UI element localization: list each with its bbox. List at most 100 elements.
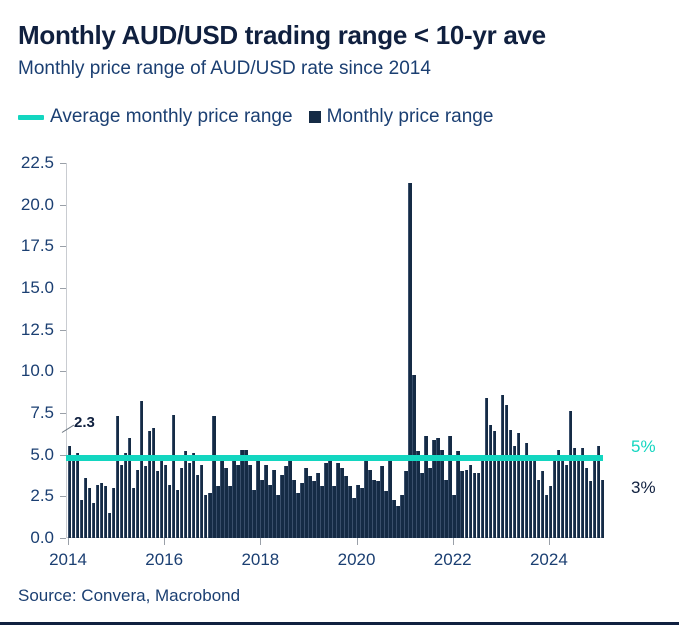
x-axis-tick-mark xyxy=(68,538,69,545)
bar xyxy=(404,471,408,538)
y-axis-tick-label: 2.5 xyxy=(30,486,54,506)
bar xyxy=(420,473,424,538)
chart-subtitle: Monthly price range of AUD/USD rate sinc… xyxy=(18,58,431,79)
plot-area: 0.0 2.5 5.0 7.5 10.0 12.5 15.0 17.5 20.0 22.5 201… xyxy=(21,153,605,569)
y-axis-tick-label: 0.0 xyxy=(30,528,54,547)
y-axis-tick-mark xyxy=(60,454,66,456)
bar xyxy=(400,494,404,538)
bar xyxy=(304,468,308,538)
bar xyxy=(248,464,252,538)
bar xyxy=(284,466,288,538)
y-axis-tick-label: 15.0 xyxy=(20,278,54,297)
bar xyxy=(356,484,360,538)
y-axis-tick-mark xyxy=(60,496,66,498)
x-axis-tick-mark xyxy=(260,538,262,545)
bar xyxy=(364,454,368,538)
bar xyxy=(236,464,240,538)
bar xyxy=(396,506,400,538)
legend-label-average: Average monthly price range xyxy=(50,106,293,127)
bar xyxy=(147,431,152,538)
bar xyxy=(115,416,120,538)
bar xyxy=(280,474,284,538)
x-axis-tick-mark xyxy=(356,538,358,545)
chart-legend: Average monthly price range Monthly pric… xyxy=(18,106,495,128)
annotation-first-value: 2.3 xyxy=(74,414,95,431)
bar xyxy=(544,494,549,538)
legend-square-marker-icon xyxy=(308,111,321,123)
x-axis-tick-label: 2020 xyxy=(337,550,376,569)
bar xyxy=(244,449,248,538)
bar xyxy=(292,479,296,538)
bar xyxy=(135,469,140,538)
bar xyxy=(540,471,545,538)
bar xyxy=(444,479,448,538)
x-axis-tick-mark xyxy=(452,538,454,545)
bar xyxy=(312,481,316,538)
bar xyxy=(87,488,92,538)
bar xyxy=(83,478,88,538)
bar xyxy=(151,428,156,538)
bar xyxy=(596,446,601,538)
y-axis-tick-mark xyxy=(60,371,66,373)
bar xyxy=(428,468,432,538)
bar xyxy=(328,454,332,538)
bar xyxy=(340,468,344,538)
bar xyxy=(548,486,553,538)
x-axis-tick-label: 2016 xyxy=(145,550,184,569)
bar xyxy=(111,488,116,538)
bar xyxy=(576,459,581,538)
y-axis-tick-mark xyxy=(60,538,66,539)
x-axis-tick-mark xyxy=(548,538,550,545)
bar xyxy=(532,454,537,538)
bar xyxy=(536,479,541,538)
bar xyxy=(368,469,372,538)
bar xyxy=(260,479,264,538)
bar xyxy=(256,461,260,538)
bar xyxy=(348,486,352,538)
bar xyxy=(472,473,476,538)
right-label-5pct: 5% xyxy=(631,437,656,456)
bar xyxy=(492,431,497,538)
bar xyxy=(179,468,184,538)
y-axis-tick-label: 12.5 xyxy=(20,319,54,339)
bar xyxy=(432,439,436,538)
bar xyxy=(216,486,220,538)
bar xyxy=(163,464,168,538)
bar xyxy=(484,398,489,538)
y-axis-tick-label: 5.0 xyxy=(30,444,54,464)
x-axis-tick-label: 2022 xyxy=(433,550,472,569)
bottom-rule xyxy=(0,622,679,625)
source-note: Source: Convera, Macrobond xyxy=(18,586,241,605)
bar xyxy=(212,416,216,538)
bar xyxy=(224,468,228,538)
bar xyxy=(320,486,324,538)
bar xyxy=(468,464,472,538)
bar xyxy=(95,484,100,538)
y-axis-tick-label: 22.5 xyxy=(20,153,54,172)
bar xyxy=(191,453,196,538)
bar xyxy=(424,436,428,538)
y-axis-tick-mark xyxy=(60,329,66,331)
bar xyxy=(440,449,444,538)
legend-line-marker-icon xyxy=(18,114,44,120)
bar xyxy=(131,488,136,538)
bar xyxy=(568,411,573,538)
bar xyxy=(159,454,164,538)
bar xyxy=(372,479,376,538)
bar xyxy=(360,488,364,538)
bar xyxy=(143,466,148,538)
bar xyxy=(436,438,440,538)
bar xyxy=(376,481,380,538)
bar xyxy=(488,424,493,538)
bar xyxy=(183,451,188,538)
bar-series xyxy=(67,163,605,538)
bar xyxy=(196,474,200,538)
bar xyxy=(75,453,80,538)
bar xyxy=(556,449,561,538)
legend-label-monthly: Monthly price range xyxy=(326,106,494,127)
y-axis-tick-label: 10.0 xyxy=(20,361,54,381)
bar xyxy=(71,461,76,538)
bar xyxy=(476,473,480,538)
bar xyxy=(316,473,320,538)
